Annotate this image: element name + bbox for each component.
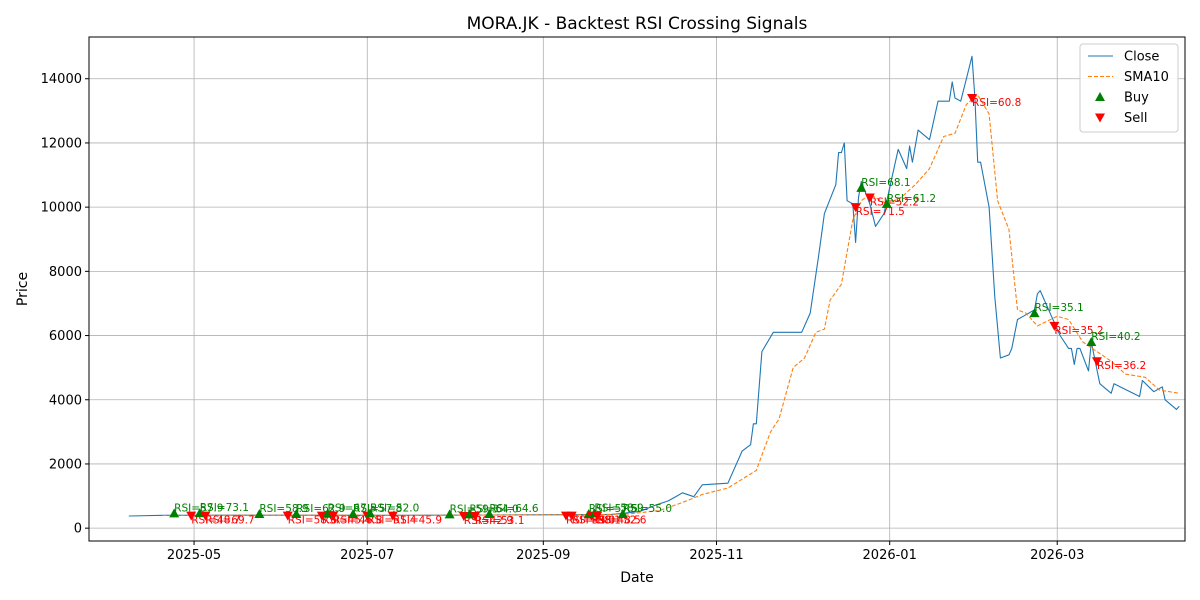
sell-annotation: RSI=48.7 bbox=[191, 515, 240, 527]
sell-marker bbox=[864, 193, 875, 203]
sell-marker bbox=[186, 511, 197, 521]
sell-annotation: RSI=71.5 bbox=[856, 206, 905, 218]
chart-title: MORA.JK - Backtest RSI Crossing Signals bbox=[467, 14, 808, 34]
x-tick-label: 2026-01 bbox=[863, 548, 917, 563]
sell-marker bbox=[316, 511, 327, 521]
legend-label-sell: Sell bbox=[1124, 111, 1147, 126]
buy-marker bbox=[348, 509, 359, 519]
buy-annotation: RSI=58.9 bbox=[594, 502, 643, 514]
buy-annotation: RSI=40.2 bbox=[1091, 331, 1140, 343]
y-tick-label: 2000 bbox=[49, 457, 82, 472]
buy-annotation: RSI=35.1 bbox=[1035, 302, 1084, 314]
y-tick-label: 10000 bbox=[41, 201, 82, 216]
legend-label-sma10: SMA10 bbox=[1124, 70, 1169, 85]
buy-marker bbox=[856, 182, 867, 192]
buy-annotation: RSI=57.9 bbox=[174, 502, 223, 514]
series-line-sma10 bbox=[162, 94, 1180, 517]
sell-annotation: RSI=48.5 bbox=[592, 515, 641, 527]
sell-annotation: RSI=45.9 bbox=[393, 515, 442, 527]
sell-annotation: RSI=51.4 bbox=[367, 515, 417, 527]
x-tick-label: 2025-11 bbox=[689, 548, 743, 563]
sell-annotation: RSI=52.6 bbox=[597, 515, 647, 527]
sell-marker bbox=[592, 511, 603, 521]
y-axis-label: Price bbox=[15, 272, 31, 306]
buy-marker bbox=[169, 508, 180, 518]
sell-annotation: RSI=69.7 bbox=[205, 515, 254, 527]
buy-marker bbox=[881, 198, 892, 208]
buy-marker bbox=[617, 509, 628, 519]
y-tick-label: 0 bbox=[74, 522, 82, 537]
buy-annotation: RSI=68.1 bbox=[861, 177, 910, 189]
sell-marker bbox=[328, 511, 339, 521]
buy-marker bbox=[365, 508, 376, 518]
buy-annotation: RSI=64.6 bbox=[489, 503, 539, 515]
sell-annotation: RSI=39.0 bbox=[566, 515, 615, 527]
sell-annotation: RSI=60.8 bbox=[972, 97, 1021, 109]
buy-marker bbox=[464, 509, 475, 519]
axis-ticks: 2025-05 2025-07 2025-09 2025-11 2026-01 2026-… bbox=[41, 72, 1085, 563]
sell-marker bbox=[470, 511, 481, 521]
sell-marker bbox=[1049, 321, 1060, 331]
series-line-close bbox=[128, 55, 1180, 517]
plot-frame bbox=[88, 36, 1186, 542]
series-layer bbox=[128, 55, 1180, 517]
sell-marker bbox=[458, 511, 469, 521]
legend: Close SMA10 Buy Sell bbox=[1079, 43, 1179, 133]
y-tick-label: 14000 bbox=[41, 72, 82, 87]
y-tick-label: 12000 bbox=[41, 136, 82, 151]
legend-swatch-buy bbox=[1095, 92, 1105, 101]
sell-marker bbox=[387, 511, 398, 521]
buy-marker bbox=[484, 509, 495, 519]
legend-label-buy: Buy bbox=[1124, 91, 1149, 106]
buy-marker bbox=[322, 508, 333, 518]
sell-annotation: RSI=35.2 bbox=[1054, 325, 1103, 337]
sell-marker bbox=[850, 203, 861, 213]
y-tick-label: 8000 bbox=[49, 265, 82, 280]
sell-marker bbox=[1091, 357, 1102, 367]
legend-swatch-sell bbox=[1095, 113, 1105, 123]
sell-annotation: RSI=36.2 bbox=[1097, 360, 1146, 372]
y-tick-label: 6000 bbox=[49, 329, 82, 344]
sell-marker bbox=[967, 93, 978, 103]
grid bbox=[89, 37, 1185, 541]
sell-annotation: RSI=46.8 bbox=[333, 515, 382, 527]
buy-marker bbox=[291, 509, 302, 519]
legend-box bbox=[1079, 43, 1179, 133]
sell-annotation: RSI=52.2 bbox=[870, 197, 919, 209]
buy-annotation: RSI=73.1 bbox=[200, 502, 249, 514]
x-tick-label: 2025-09 bbox=[516, 548, 570, 563]
x-tick-label: 2025-05 bbox=[167, 548, 221, 563]
x-axis-label: Date bbox=[620, 570, 653, 586]
sell-annotation: RSI=53.1 bbox=[475, 515, 524, 527]
buy-annotation: RSI=64.0 bbox=[469, 503, 518, 515]
buy-annotation: RSI=55.0 bbox=[623, 503, 672, 515]
x-tick-label: 2025-07 bbox=[340, 548, 394, 563]
sell-marker bbox=[566, 511, 577, 521]
sell-marker bbox=[200, 511, 211, 521]
legend-label-close: Close bbox=[1124, 50, 1159, 65]
buy-marker bbox=[1086, 336, 1097, 346]
x-tick-label: 2026-03 bbox=[1030, 548, 1084, 563]
y-tick-label: 4000 bbox=[49, 393, 82, 408]
buy-marker bbox=[254, 509, 265, 519]
buy-annotation: RSI=61.2 bbox=[887, 193, 936, 205]
buy-annotation: RSI=52.0 bbox=[370, 502, 419, 514]
buy-marker bbox=[444, 509, 455, 519]
sell-marker bbox=[282, 511, 293, 521]
buy-marker bbox=[1029, 308, 1040, 318]
